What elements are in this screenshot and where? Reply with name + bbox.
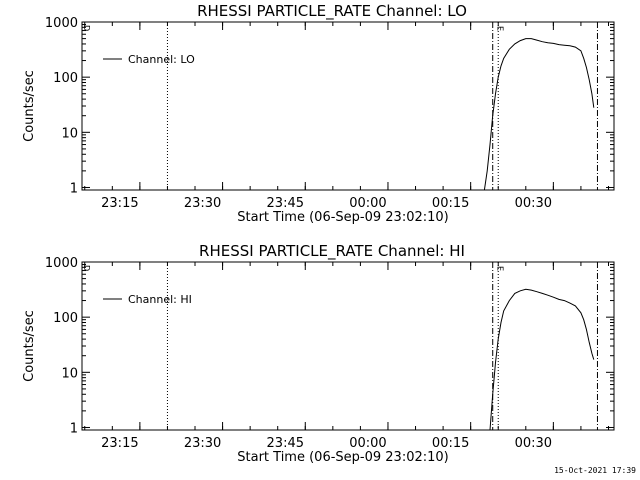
legend-label: Channel: LO — [128, 53, 195, 66]
x-axis-label: Start Time (06-Sep-09 23:02:10) — [237, 210, 448, 225]
y-tick-label: 100 — [53, 71, 78, 86]
x-tick-label: 23:45 — [267, 436, 304, 451]
x-tick-label: 00:30 — [515, 196, 552, 211]
y-axis-label: Counts/sec — [22, 70, 37, 142]
y-tick-label: 10 — [61, 366, 78, 381]
x-tick-label: 00:15 — [432, 196, 469, 211]
y-axis-label: Counts/sec — [22, 310, 37, 382]
series-line — [483, 38, 595, 191]
x-tick-label: 00:00 — [349, 196, 386, 211]
x-axis-label: Start Time (06-Sep-09 23:02:10) — [237, 450, 448, 465]
x-tick-label: 23:15 — [101, 436, 138, 451]
x-tick-label: 23:30 — [184, 196, 221, 211]
chart-panel-2: RHESSI PARTICLE_RATE Channel: HI 23:15 23:… — [22, 242, 615, 465]
chart-panel-1: RHESSI PARTICLE_RATE Channel: LO 23:15 23:… — [22, 2, 615, 225]
chart-title: RHESSI PARTICLE_RATE Channel: HI — [199, 242, 465, 261]
y-tick-label: 1000 — [45, 16, 78, 31]
y-tick-label: 1 — [70, 181, 78, 196]
y-tick-label: 10 — [61, 126, 78, 141]
y-tick-label: 100 — [53, 311, 78, 326]
x-tick-label: 23:15 — [101, 196, 138, 211]
x-tick-label: 00:00 — [349, 436, 386, 451]
y-tick-label: 1 — [70, 421, 78, 436]
x-tick-label: 23:45 — [267, 196, 304, 211]
chart-title: RHESSI PARTICLE_RATE Channel: LO — [197, 2, 467, 21]
left-marker-label: D — [82, 265, 91, 271]
marker-label: E — [496, 266, 505, 271]
x-tick-label: 00:30 — [515, 436, 552, 451]
left-marker-label: D — [82, 25, 91, 31]
footer-timestamp: 15-Oct-2021 17:39 — [554, 466, 636, 475]
series-line — [489, 288, 595, 431]
x-tick-label: 23:30 — [184, 436, 221, 451]
y-tick-label: 1000 — [45, 256, 78, 271]
marker-label: E — [496, 26, 505, 31]
plot-frame — [81, 261, 615, 431]
legend-label: Channel: HI — [128, 293, 192, 306]
x-tick-label: 00:15 — [432, 436, 469, 451]
plot-frame — [81, 21, 615, 191]
